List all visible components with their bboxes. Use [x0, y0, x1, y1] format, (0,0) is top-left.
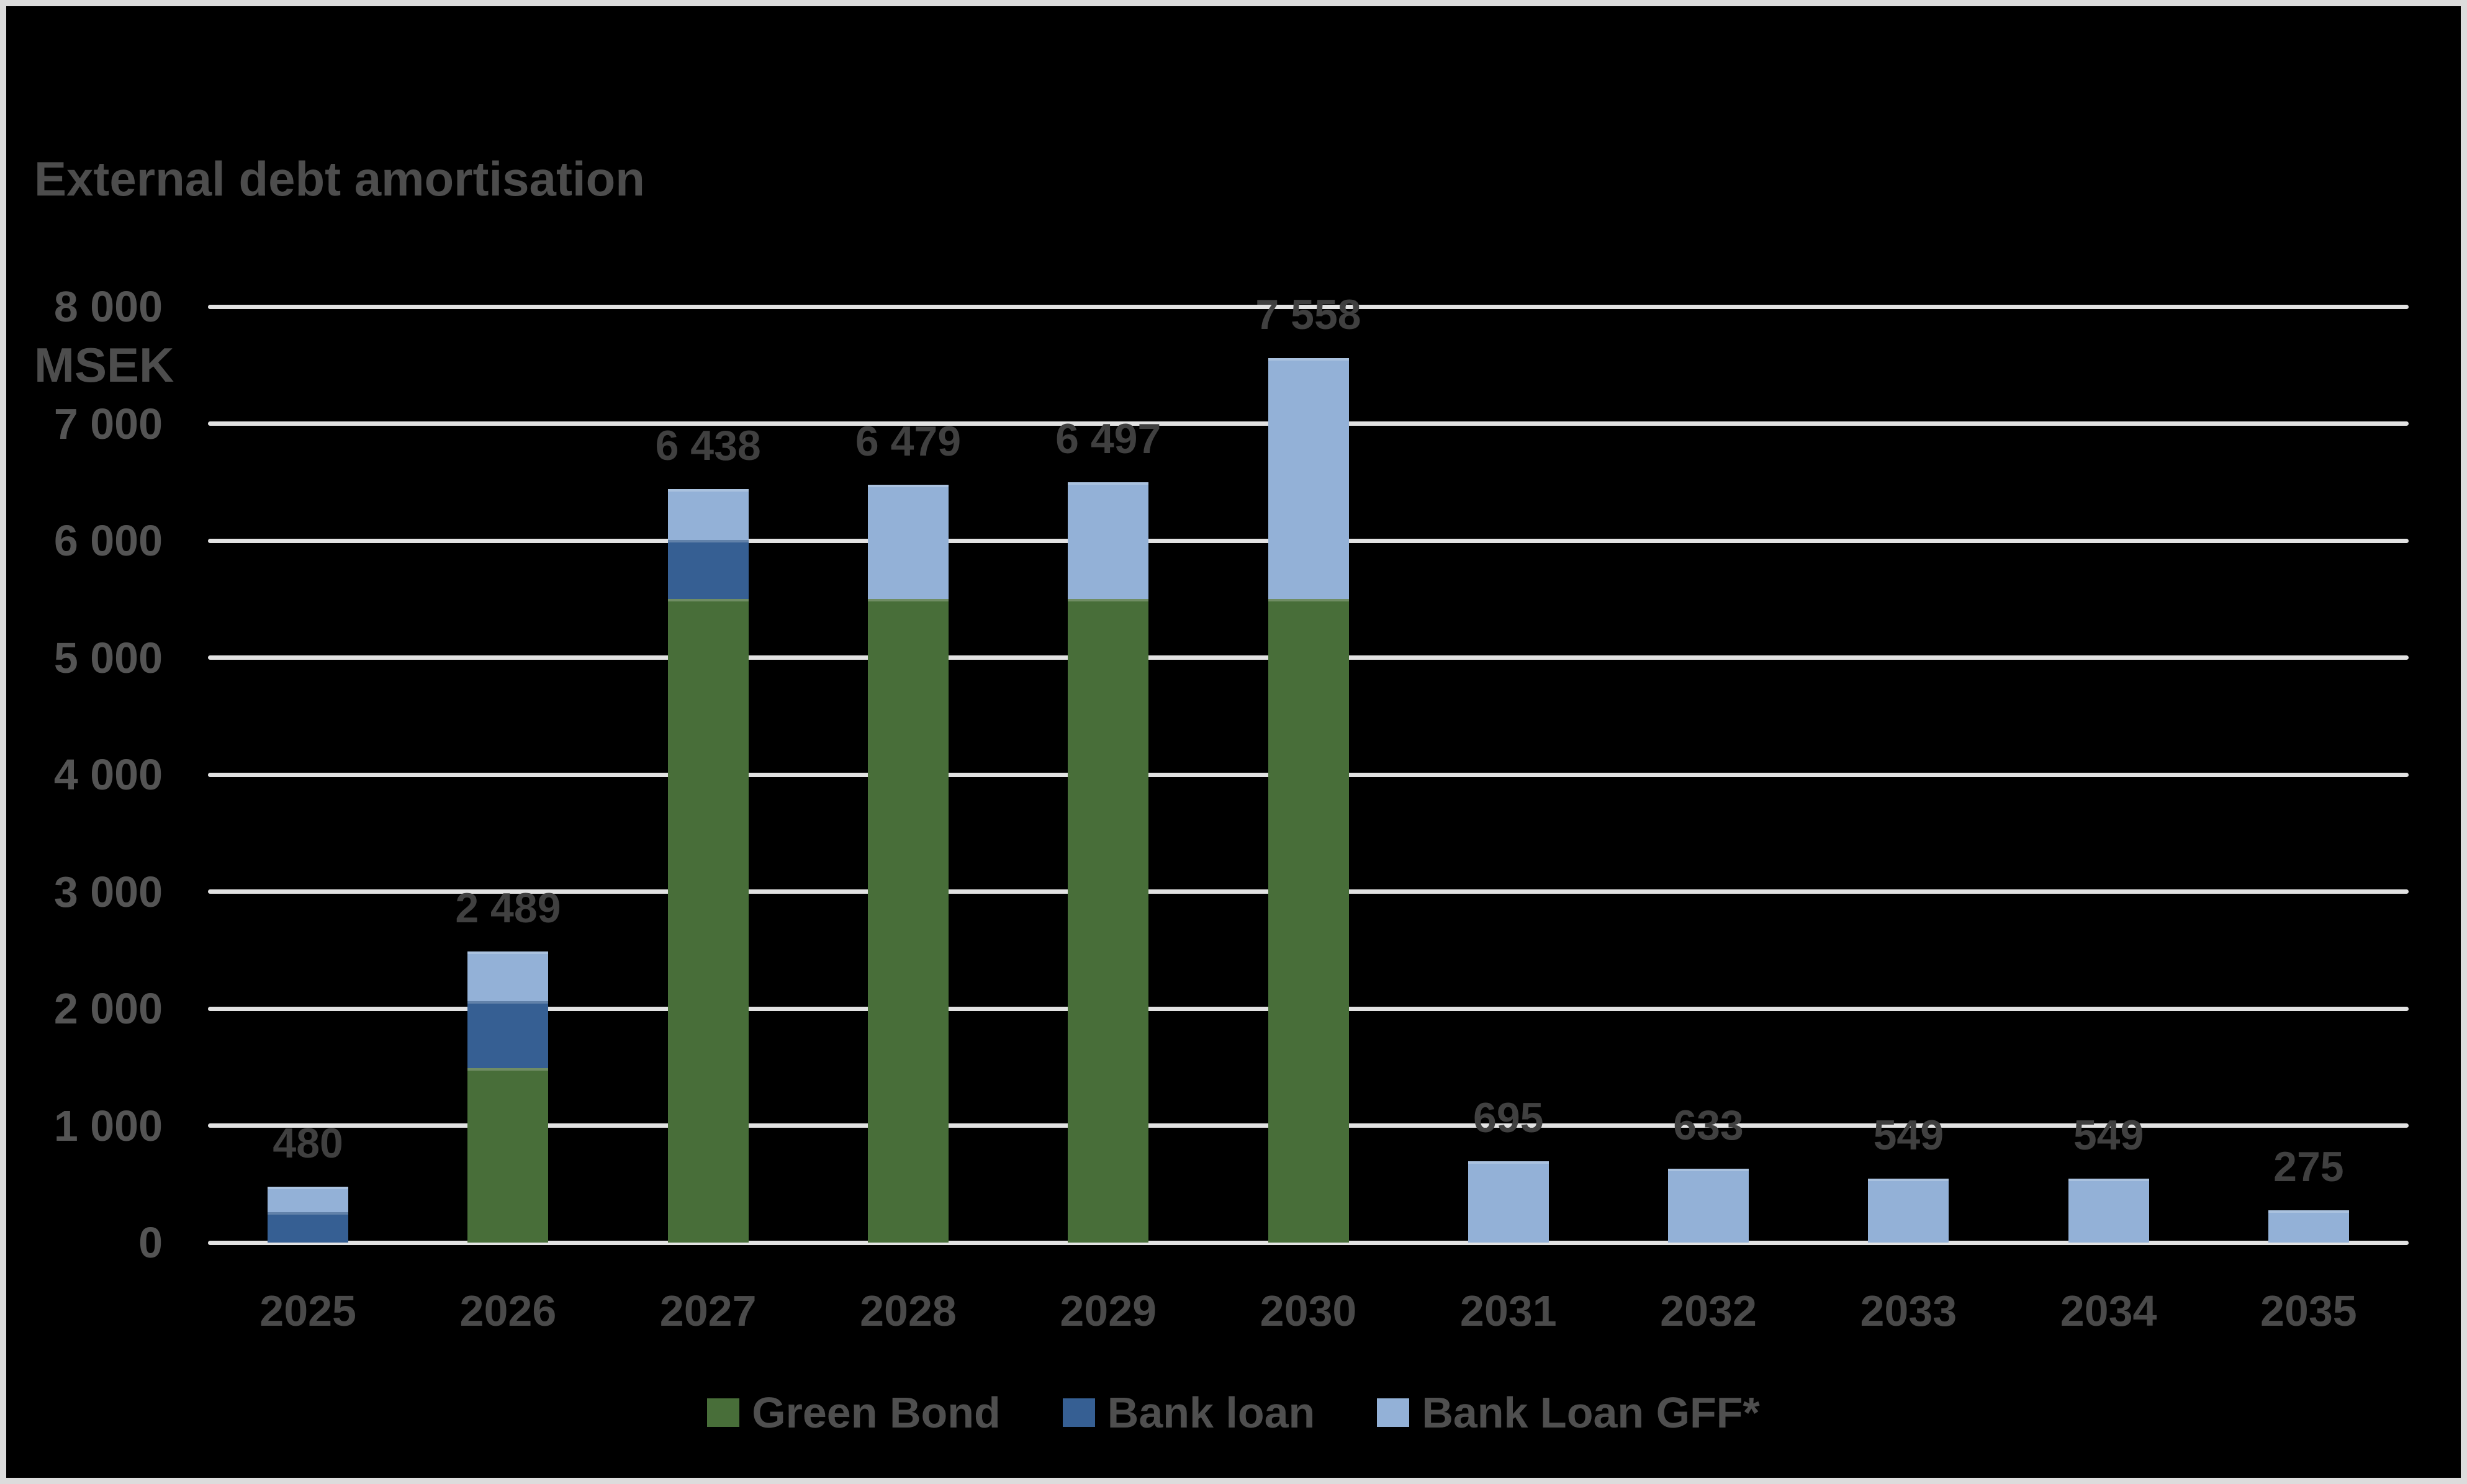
x-axis-label-2033: 2033 [1860, 1287, 1957, 1335]
x-axis-label-2032: 2032 [1660, 1287, 1757, 1335]
legend: Green Bond Bank loan Bank Loan GFF* [6, 1388, 2461, 1437]
bar-segment-bank-loan-gff-2030 [1268, 358, 1349, 600]
data-label-2026: 2 489 [455, 884, 561, 932]
bar-segment-green-bond-2027 [667, 599, 749, 1243]
chart-title-block: External debt amortisation MSEK [34, 24, 645, 520]
bar-segment-bank-loan-2026 [467, 1001, 549, 1069]
bar-segment-bank-loan-gff-2025 [268, 1186, 349, 1212]
y-axis-tick-4000: 4 000 [53, 750, 163, 799]
bar-segment-bank-loan-gff-2028 [867, 484, 949, 600]
bar-segment-green-bond-2030 [1268, 599, 1349, 1243]
legend-label-green-bond: Green Bond [752, 1388, 1001, 1437]
x-axis-label-2034: 2034 [2060, 1287, 2157, 1335]
data-label-2028: 6 479 [855, 417, 962, 465]
legend-label-bank-loan: Bank loan [1107, 1388, 1315, 1437]
legend-item-bank-loan-gff: Bank Loan GFF* [1377, 1388, 1760, 1437]
data-label-2032: 633 [1673, 1101, 1744, 1149]
x-axis-label-2035: 2035 [2260, 1287, 2357, 1335]
gridline-8000 [208, 304, 2409, 309]
bar-segment-bank-loan-gff-2026 [467, 951, 549, 1001]
y-axis-tick-2000: 2 000 [53, 984, 163, 1033]
data-label-2033: 549 [1873, 1111, 1944, 1159]
bar-segment-bank-loan-gff-2031 [1468, 1161, 1549, 1243]
bar-segment-green-bond-2028 [867, 599, 949, 1243]
bar-segment-bank-loan-2027 [667, 540, 749, 600]
bar-segment-green-bond-2026 [467, 1068, 549, 1243]
data-label-2030: 7 558 [1255, 291, 1361, 339]
bar-segment-bank-loan-gff-2034 [2068, 1178, 2149, 1243]
x-axis-label-2030: 2030 [1260, 1287, 1357, 1335]
data-label-2035: 275 [2273, 1143, 2344, 1191]
gridline-0 [208, 1240, 2409, 1245]
bar-segment-bank-loan-gff-2033 [1868, 1178, 1949, 1243]
data-label-2034: 549 [2073, 1111, 2144, 1159]
x-axis-label-2026: 2026 [459, 1287, 557, 1335]
y-axis-tick-8000: 8 000 [53, 282, 163, 331]
bar-segment-bank-loan-gff-2032 [1668, 1168, 1749, 1243]
legend-item-bank-loan: Bank loan [1062, 1388, 1315, 1437]
data-label-2029: 6 497 [1055, 415, 1161, 463]
bar-segment-bank-loan-gff-2029 [1068, 482, 1149, 600]
legend-item-green-bond: Green Bond [707, 1388, 1001, 1437]
data-label-2027: 6 438 [655, 422, 761, 470]
data-label-2025: 480 [273, 1119, 343, 1167]
y-axis-tick-1000: 1 000 [53, 1101, 163, 1150]
legend-marker-green-bond [707, 1398, 740, 1427]
y-axis-tick-6000: 6 000 [53, 516, 163, 565]
x-axis-label-2028: 2028 [860, 1287, 957, 1335]
data-label-2031: 695 [1473, 1094, 1544, 1141]
x-axis-label-2031: 2031 [1459, 1287, 1557, 1335]
y-axis-tick-7000: 7 000 [53, 399, 163, 448]
legend-marker-bank-loan [1062, 1398, 1095, 1427]
x-axis-label-2025: 2025 [259, 1287, 356, 1335]
legend-marker-bank-loan-gff [1377, 1398, 1410, 1427]
y-axis-tick-3000: 3 000 [53, 867, 163, 916]
chart-title: External debt amortisation [34, 151, 645, 206]
y-axis-tick-5000: 5 000 [53, 633, 163, 682]
legend-label-bank-loan-gff: Bank Loan GFF* [1422, 1388, 1760, 1437]
bar-segment-bank-loan-2025 [268, 1212, 349, 1243]
bar-segment-green-bond-2029 [1068, 599, 1149, 1243]
x-axis-label-2027: 2027 [659, 1287, 757, 1335]
y-axis-tick-0: 0 [138, 1218, 163, 1267]
chart-unit-label: MSEK [34, 338, 174, 392]
x-axis-label-2029: 2029 [1060, 1287, 1157, 1335]
bar-segment-bank-loan-gff-2027 [667, 489, 749, 541]
bar-segment-bank-loan-gff-2035 [2268, 1210, 2349, 1243]
